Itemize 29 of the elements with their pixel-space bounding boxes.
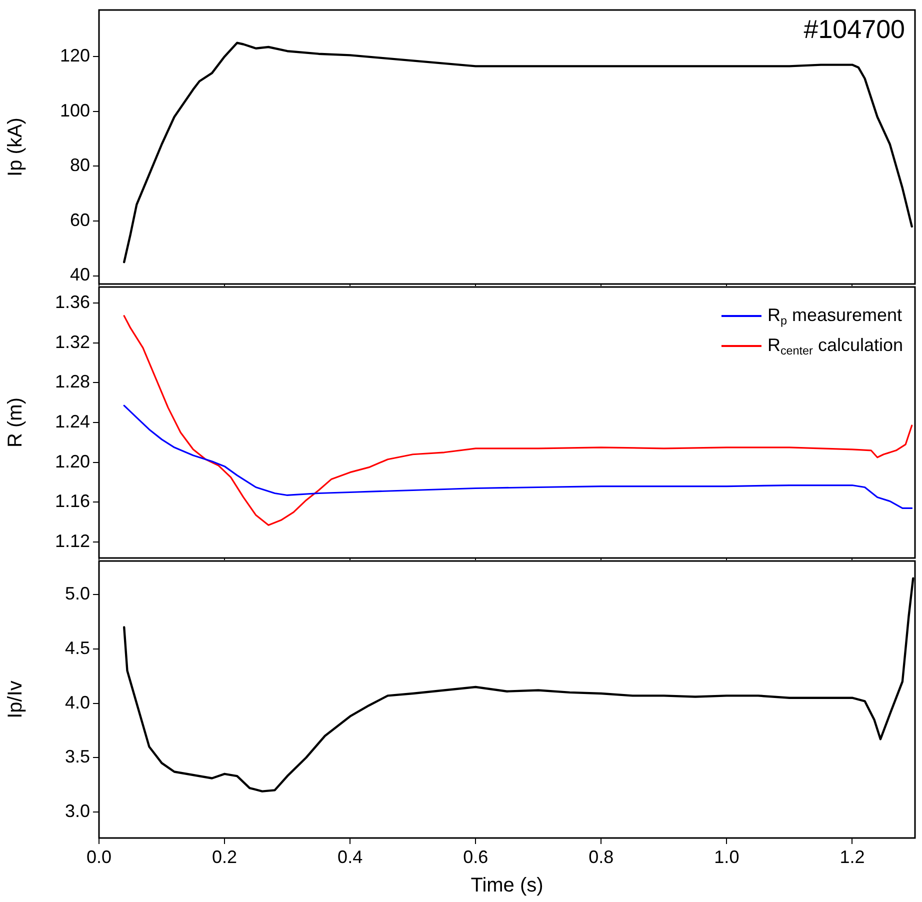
y-tick-label: 1.20 — [54, 451, 90, 472]
y-tick-label: 4.5 — [64, 638, 90, 658]
y-axis-title: Ip (kA) — [4, 118, 27, 176]
x-tick-label: 0.0 — [86, 846, 112, 867]
x-axis-title: Time (s) — [470, 874, 544, 897]
y-tick-label: 40 — [70, 264, 90, 285]
annotation: #104700 — [804, 14, 905, 44]
x-tick-label: 1.2 — [840, 846, 865, 867]
y-tick-label: 60 — [70, 210, 90, 230]
y-tick-label: 5.0 — [64, 584, 90, 604]
y-tick-label: 3.0 — [64, 800, 90, 821]
y-tick-label: 80 — [70, 155, 90, 176]
y-axis-title: R (m) — [4, 398, 27, 448]
y-tick-label: 4.0 — [64, 692, 90, 712]
x-tick-label: 0.6 — [463, 846, 488, 867]
y-tick-label: 120 — [60, 46, 90, 66]
y-tick-label: 3.5 — [64, 746, 90, 767]
x-tick-label: 0.4 — [338, 846, 363, 867]
y-tick-label: 1.12 — [54, 531, 90, 552]
y-tick-label: 1.28 — [54, 372, 90, 392]
y-tick-label: 100 — [60, 100, 90, 120]
y-tick-label: 1.24 — [54, 411, 90, 432]
x-tick-label: 0.2 — [212, 846, 238, 867]
y-tick-label: 1.16 — [54, 491, 90, 512]
y-tick-label: 1.36 — [54, 292, 90, 312]
y-tick-label: 1.32 — [54, 332, 90, 352]
y-axis-title: Ip/Iv — [4, 680, 27, 718]
x-tick-label: 1.0 — [714, 846, 740, 867]
x-tick-label: 0.8 — [588, 846, 614, 867]
